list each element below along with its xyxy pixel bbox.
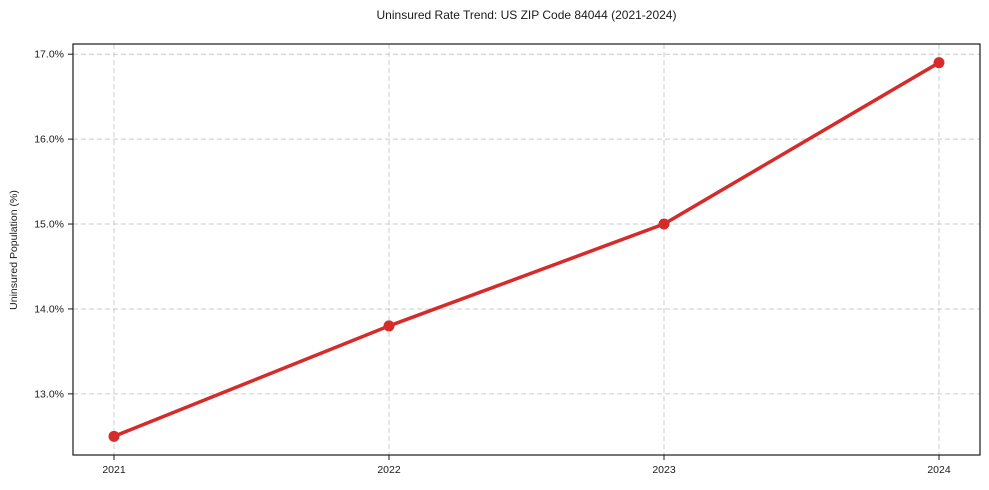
x-tick-label: 2023 <box>652 464 676 476</box>
y-tick-label: 17.0% <box>34 49 64 61</box>
data-point-2021 <box>108 430 120 442</box>
chart-title: Uninsured Rate Trend: US ZIP Code 84044 … <box>376 8 677 22</box>
y-tick-label: 14.0% <box>34 303 64 315</box>
y-tick-label: 13.0% <box>34 388 64 400</box>
data-point-2022 <box>383 320 395 332</box>
x-tick-label: 2024 <box>927 464 951 476</box>
y-tick-label: 15.0% <box>34 219 64 231</box>
y-axis-label: Uninsured Population (%) <box>8 190 20 310</box>
data-point-2023 <box>658 218 670 230</box>
trend-line <box>112 60 941 439</box>
data-point-2024 <box>933 57 945 69</box>
plot-border <box>72 43 981 456</box>
y-tick-label: 16.0% <box>34 134 64 146</box>
x-tick-label: 2022 <box>377 464 401 476</box>
x-tick-label: 2021 <box>102 464 126 476</box>
